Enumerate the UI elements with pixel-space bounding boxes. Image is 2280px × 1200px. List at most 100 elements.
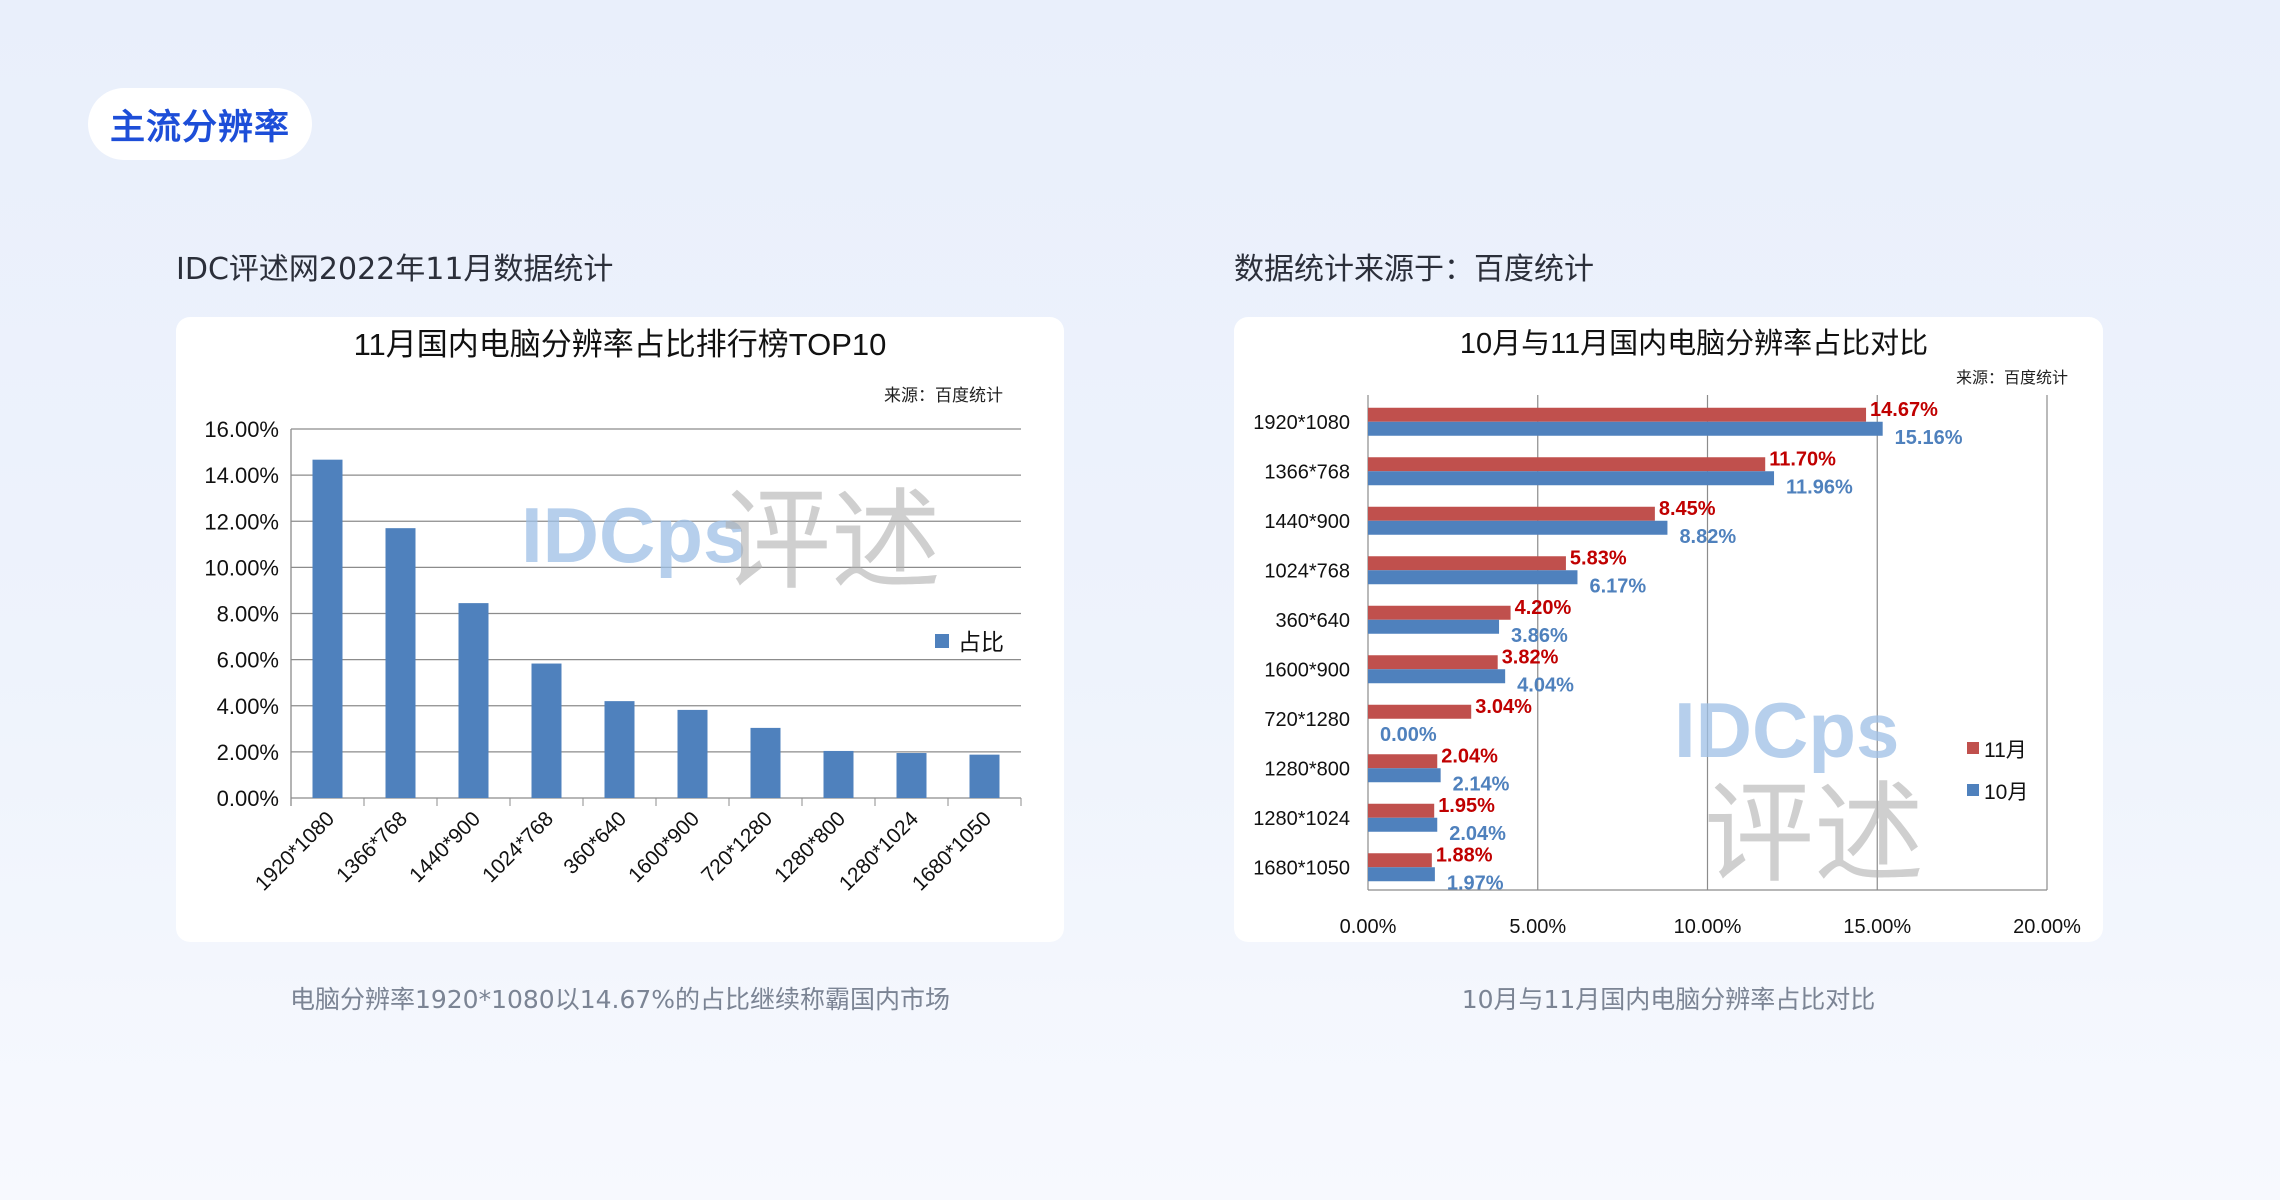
data-label: 4.20% xyxy=(1515,597,1572,619)
data-label: 3.82% xyxy=(1502,646,1559,668)
data-label: 5.83% xyxy=(1570,547,1627,569)
y-tick-label: 8.00% xyxy=(217,602,279,627)
bar-1440*900 xyxy=(458,603,489,798)
bar-11月-360*640 xyxy=(1368,605,1511,620)
data-label: 8.45% xyxy=(1659,498,1716,520)
bar-11月-1600*900 xyxy=(1368,655,1498,670)
data-label: 8.82% xyxy=(1679,526,1736,548)
x-tick-label: 1024*768 xyxy=(478,807,558,887)
bar-11月-1680*1050 xyxy=(1368,853,1432,868)
x-tick-label: 1920*1080 xyxy=(251,807,339,895)
watermark-logo-cn: 评述 xyxy=(1704,773,1924,896)
data-label: 1.88% xyxy=(1436,844,1493,866)
legend-swatch xyxy=(935,634,949,648)
bar-11月-720*1280 xyxy=(1368,704,1472,719)
x-tick-label: 15.00% xyxy=(1843,916,1911,938)
bar-11月-1440*900 xyxy=(1368,506,1655,521)
y-tick-label: 1600*900 xyxy=(1264,659,1350,681)
data-label: 11.70% xyxy=(1769,448,1836,470)
x-tick-label: 1680*1050 xyxy=(908,807,996,895)
bar-1366*768 xyxy=(385,528,416,798)
data-label: 14.67% xyxy=(1870,399,1938,421)
y-tick-label: 1440*900 xyxy=(1264,511,1350,533)
data-label: 4.04% xyxy=(1517,674,1574,696)
legend-swatch xyxy=(1967,784,1979,796)
legend-label: 11月 xyxy=(1984,739,2027,762)
left-chart-card: 11月国内电脑分辨率占比排行榜TOP10 来源：百度统计 0.00% 2.00% 4.0… xyxy=(176,317,1064,942)
bar-11月-1920*1080 xyxy=(1368,407,1867,422)
data-label: 6.17% xyxy=(1589,575,1646,597)
data-label: 0.00% xyxy=(1380,724,1437,746)
x-tick-label: 720*1280 xyxy=(697,807,777,887)
bar-1920*1080 xyxy=(312,459,343,798)
chart-source: 来源：百度统计 xyxy=(884,386,1003,405)
y-tick-label: 6.00% xyxy=(217,648,279,673)
bar-10月-1440*900 xyxy=(1368,520,1668,535)
data-label: 15.16% xyxy=(1895,427,1963,449)
left-subtitle: IDC评述网2022年11月数据统计 xyxy=(176,252,614,287)
y-tick-label: 2.00% xyxy=(217,740,279,765)
bar-10月-1024*768 xyxy=(1368,570,1578,585)
bar-1280*800 xyxy=(823,750,854,798)
bar-11月-1024*768 xyxy=(1368,556,1566,571)
y-tick-label: 12.00% xyxy=(204,509,279,534)
x-tick-label: 0.00% xyxy=(1340,916,1397,938)
x-tick-label: 360*640 xyxy=(559,807,631,879)
bar-720*1280 xyxy=(750,727,781,798)
chart-source: 来源：百度统计 xyxy=(1956,369,2068,387)
bar-10月-1366*768 xyxy=(1368,471,1775,486)
legend-label: 10月 xyxy=(1984,781,2028,804)
bar-10月-1680*1050 xyxy=(1368,867,1435,882)
watermark-logo-cn: 评述 xyxy=(721,480,941,603)
x-tick-label: 1366*768 xyxy=(332,807,412,887)
x-tick-label: 20.00% xyxy=(2013,916,2081,938)
y-tick-label: 1280*800 xyxy=(1264,758,1350,780)
data-label: 2.04% xyxy=(1441,745,1498,767)
bar-11月-1366*768 xyxy=(1368,457,1766,472)
y-tick-label: 1680*1050 xyxy=(1253,857,1350,879)
bar-1600*900 xyxy=(677,709,708,798)
legend-label: 占比 xyxy=(958,629,1004,655)
watermark-logo: IDCps xyxy=(521,491,746,579)
bar-1280*1024 xyxy=(896,753,927,798)
data-label: 3.86% xyxy=(1511,625,1568,647)
data-label: 11.96% xyxy=(1786,476,1853,498)
right-chart-card: 10月与11月国内电脑分辨率占比对比来源：百度统计 0.00% 5.00% 10.00… xyxy=(1234,317,2103,942)
data-label: 3.04% xyxy=(1475,696,1532,718)
x-tick-label: 10.00% xyxy=(1674,916,1742,938)
x-tick-label: 5.00% xyxy=(1509,916,1566,938)
data-label: 2.14% xyxy=(1453,773,1510,795)
legend-swatch xyxy=(1967,742,1979,754)
bar-10月-1280*1024 xyxy=(1368,817,1438,832)
bar-10月-360*640 xyxy=(1368,619,1500,634)
y-tick-label: 1024*768 xyxy=(1264,560,1350,582)
section-tag: 主流分辨率 xyxy=(88,88,313,160)
bar-11月-1280*800 xyxy=(1368,754,1438,769)
bar-360*640 xyxy=(604,701,635,798)
left-caption: 电脑分辨率1920*1080以14.67%的占比继续称霸国内市场 xyxy=(289,985,951,1014)
x-tick-label: 1600*900 xyxy=(624,807,704,887)
bar-1680*1050 xyxy=(969,754,1000,798)
right-caption: 10月与11月国内电脑分辨率占比对比 xyxy=(1461,985,1876,1014)
bar-11月-1280*1024 xyxy=(1368,803,1435,818)
y-tick-label: 4.00% xyxy=(217,694,279,719)
watermark-logo: IDCps xyxy=(1674,686,1899,774)
y-tick-label: 16.00% xyxy=(204,417,279,442)
data-label: 1.95% xyxy=(1438,795,1495,817)
data-label: 2.04% xyxy=(1449,823,1506,845)
y-tick-label: 720*1280 xyxy=(1264,709,1350,731)
x-tick-label: 1440*900 xyxy=(405,807,485,887)
y-tick-label: 1920*1080 xyxy=(1253,412,1350,434)
y-tick-label: 1366*768 xyxy=(1264,461,1350,483)
y-tick-label: 14.00% xyxy=(204,463,279,488)
y-tick-label: 0.00% xyxy=(217,786,279,811)
chart-title: 10月与11月国内电脑分辨率占比对比 xyxy=(1460,327,1928,360)
bar-10月-1920*1080 xyxy=(1368,421,1883,436)
right-subtitle: 数据统计来源于：百度统计 xyxy=(1234,252,1594,287)
top10-bar-chart: 11月国内电脑分辨率占比排行榜TOP10 来源：百度统计 0.00% 2.00% 4.0… xyxy=(204,327,1022,895)
bar-10月-1600*900 xyxy=(1368,669,1506,684)
bar-1024*768 xyxy=(531,663,562,798)
y-tick-label: 1280*1024 xyxy=(1253,808,1350,830)
bar-10月-1280*800 xyxy=(1368,768,1441,783)
